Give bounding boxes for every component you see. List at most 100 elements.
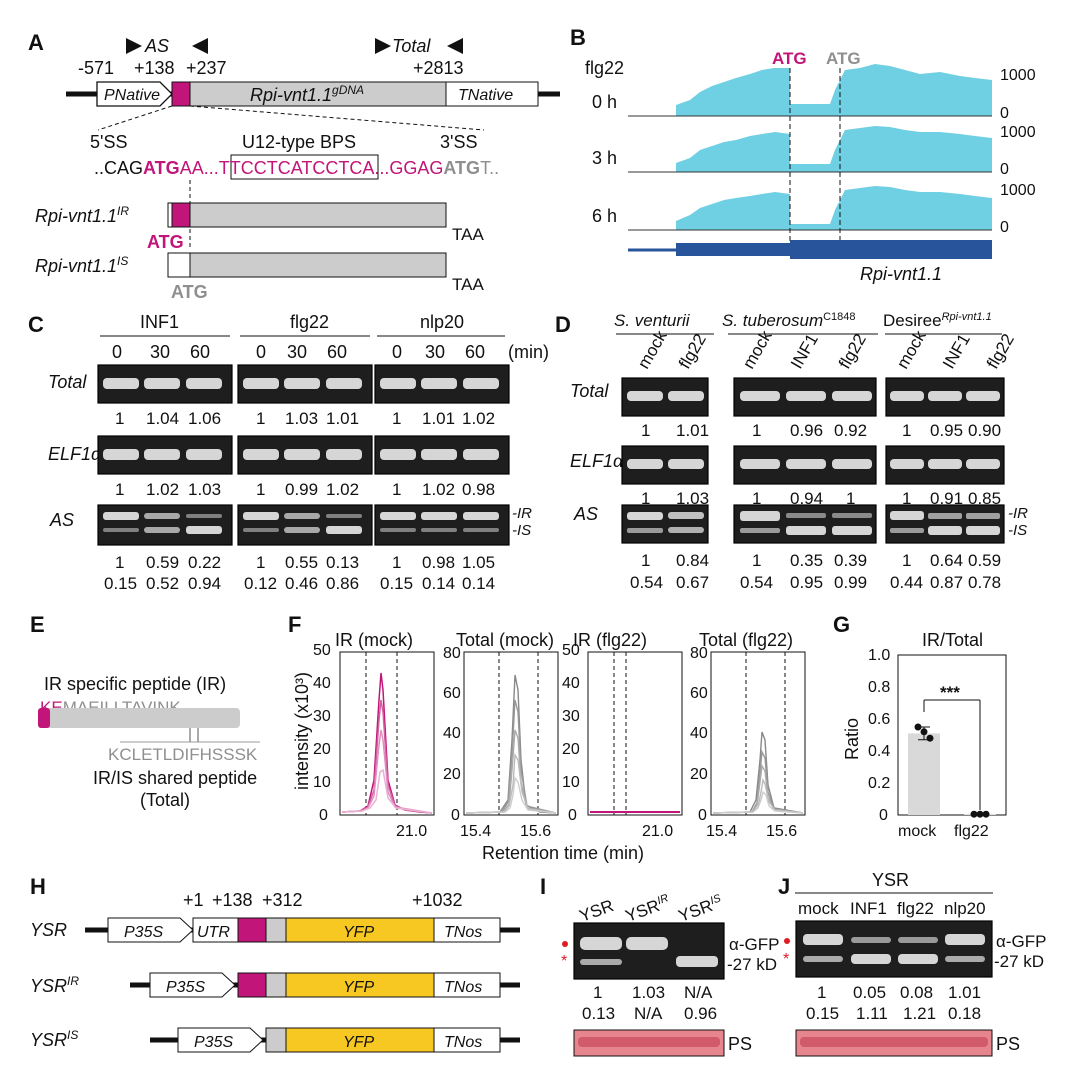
f-title-3: IR (flg22) [573, 630, 647, 650]
species-tuberosum: S. tuberosumC1848 [722, 311, 856, 330]
c-values: 1 1.04 1.06 1 1.03 1.01 1 1.01 1.02 1 1.02 1.03 … [104, 409, 495, 593]
svg-text:0.44: 0.44 [890, 573, 923, 592]
svg-text:1: 1 [392, 480, 401, 499]
svg-text:1.01: 1.01 [422, 409, 455, 428]
svg-text:0: 0 [879, 807, 888, 824]
panel-g-label: G [833, 612, 850, 637]
svg-text:1: 1 [752, 489, 761, 508]
svg-text:0.64: 0.64 [930, 551, 963, 570]
gene-model-label: Rpi-vnt1.1 [860, 264, 942, 284]
svg-text:0.46: 0.46 [285, 574, 318, 593]
j-lane: mock [798, 899, 839, 918]
i-ps: PS [728, 1034, 752, 1054]
svg-text:0.52: 0.52 [146, 574, 179, 593]
svg-text:50: 50 [562, 642, 580, 659]
svg-text:1: 1 [115, 409, 124, 428]
i-lane-ysr-is: YSRIS [676, 892, 726, 926]
svg-text:1.03: 1.03 [632, 983, 665, 1002]
f4-yticks: 0 20 40 60 80 [690, 645, 708, 824]
g-ylabel: Ratio [842, 718, 862, 760]
ss3-label: 3'SS [440, 132, 477, 152]
g-title: IR/Total [922, 630, 983, 650]
svg-text:0: 0 [698, 807, 707, 824]
h-ysr-is: YSRIS [30, 1028, 78, 1050]
d-lane: flg22 [675, 331, 710, 372]
svg-text:0.05: 0.05 [853, 983, 886, 1002]
svg-text:10: 10 [313, 774, 331, 791]
h-tnos: TNos [444, 1034, 482, 1051]
c-ir-tag: -IR [512, 505, 532, 522]
svg-text:0.99: 0.99 [834, 573, 867, 592]
taa-is: TAA [452, 275, 484, 294]
svg-text:1: 1 [902, 421, 911, 440]
f2-yticks: 0 20 40 60 80 [443, 645, 461, 824]
svg-text:N/A: N/A [684, 983, 713, 1002]
svg-text:1: 1 [817, 983, 826, 1002]
g-cat-flg22: flg22 [954, 823, 989, 840]
track-6h-label: 6 h [592, 206, 617, 226]
panel-d: D S. venturii S. tuberosumC1848 DesireeR… [555, 311, 1028, 592]
j-header: YSR [872, 870, 909, 890]
unit-min: (min) [508, 342, 549, 362]
svg-text:0.95: 0.95 [930, 421, 963, 440]
panel-j: J YSR mock INF1 flg22 nlp20 * α-GFP -27 … [778, 870, 1046, 1057]
svg-text:N/A: N/A [634, 1004, 663, 1023]
svg-text:0.15: 0.15 [806, 1004, 839, 1023]
svg-text:1.03: 1.03 [188, 480, 221, 499]
j-blot [795, 920, 993, 978]
svg-text:0.90: 0.90 [968, 421, 1001, 440]
d-lane: INF1 [787, 331, 822, 372]
d-row-elf: ELF1α [570, 451, 624, 471]
svg-text:0.85: 0.85 [968, 489, 1001, 508]
svg-text:1: 1 [256, 409, 265, 428]
svg-text:1.0: 1.0 [868, 647, 890, 664]
track-6h-min: 0 [1000, 219, 1009, 236]
pos-237: +237 [186, 58, 227, 78]
svg-text:1: 1 [641, 489, 650, 508]
c-time: 0 [256, 342, 266, 362]
svg-text:0.67: 0.67 [676, 573, 709, 592]
h-pos-312: +312 [262, 890, 303, 910]
coverage-6h [676, 186, 992, 230]
svg-text:1: 1 [256, 553, 265, 572]
ir-peptide-title: IR specific peptide (IR) [44, 674, 226, 694]
panel-e-label: E [30, 612, 45, 637]
g-point-flg22 [976, 810, 984, 818]
h-p35s: P35S [194, 1034, 233, 1051]
svg-text:1: 1 [641, 421, 650, 440]
svg-text:0.92: 0.92 [834, 421, 867, 440]
f3-xtick: 21.0 [642, 823, 673, 840]
h-tnos: TNos [444, 924, 482, 941]
f-title-4: Total (flg22) [699, 630, 793, 650]
h-ysr-ir: YSRIR [30, 974, 79, 996]
svg-text:0.87: 0.87 [930, 573, 963, 592]
f4-xtick1: 15.4 [706, 823, 737, 840]
d-is-tag: -IS [1008, 522, 1027, 539]
panel-f-label: F [288, 612, 301, 637]
track-0h-label: 0 h [592, 92, 617, 112]
svg-text:0.39: 0.39 [834, 551, 867, 570]
h-yfp: YFP [343, 979, 374, 996]
svg-text:0.78: 0.78 [968, 573, 1001, 592]
group-inf1: INF1 [140, 312, 179, 332]
svg-text:80: 80 [690, 645, 708, 662]
panel-b-label: B [570, 25, 586, 50]
track-0h-min: 0 [1000, 105, 1009, 122]
svg-text:80: 80 [443, 645, 461, 662]
d-row-total: Total [570, 381, 609, 401]
j-agfp: α-GFP [996, 932, 1046, 951]
svg-text:0.35: 0.35 [790, 551, 823, 570]
i-agfp: α-GFP [729, 935, 779, 954]
svg-text:1.03: 1.03 [285, 409, 318, 428]
svg-text:1.05: 1.05 [462, 553, 495, 572]
svg-text:1.11: 1.11 [856, 1004, 888, 1023]
i-lane-ysr-ir: YSRIR [623, 892, 673, 926]
row-total: Total [48, 372, 87, 392]
panel-c-label: C [28, 312, 44, 337]
panel-d-label: D [555, 312, 571, 337]
svg-text:0.13: 0.13 [326, 553, 359, 572]
svg-text:40: 40 [313, 675, 331, 692]
panel-e: E IR specific peptide (IR) KEMAEILLTAVIN… [30, 612, 260, 810]
atg-is-marker: ATG [826, 49, 861, 68]
svg-text:0.94: 0.94 [790, 489, 823, 508]
